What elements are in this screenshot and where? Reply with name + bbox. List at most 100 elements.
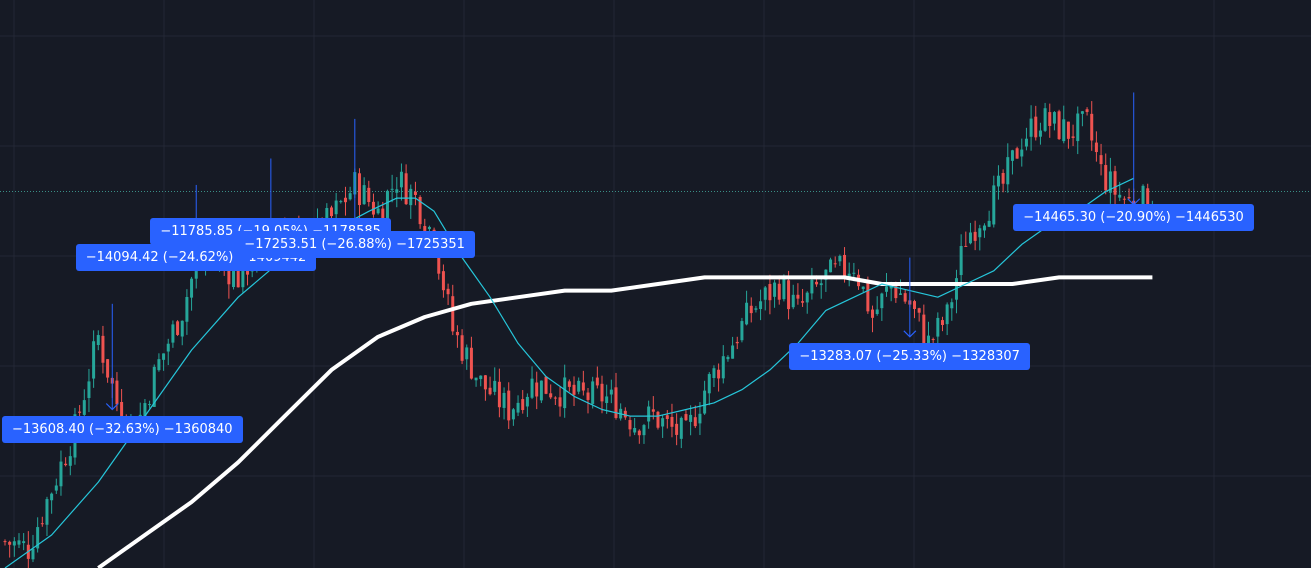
candle-body	[162, 353, 166, 360]
candle-body	[968, 232, 972, 244]
candle-body	[978, 228, 982, 238]
candle-body	[143, 403, 147, 419]
candle-body	[92, 341, 96, 379]
candle-body	[1029, 118, 1033, 137]
candle-body	[404, 173, 408, 205]
candle-body	[773, 282, 777, 297]
candle-body	[1071, 136, 1075, 138]
candle-body	[78, 411, 82, 413]
candle-body	[721, 356, 725, 379]
candle-body	[693, 417, 697, 427]
candle-body	[1108, 171, 1112, 193]
candle-body	[572, 384, 576, 395]
candle-body	[600, 383, 604, 402]
candle-body	[1048, 112, 1052, 126]
candle-body	[59, 461, 63, 487]
candle-body	[54, 485, 58, 491]
candle-body	[521, 399, 525, 411]
candle-body	[656, 411, 660, 428]
candle-body	[36, 527, 40, 549]
candle-body	[903, 293, 907, 302]
candle-body	[801, 301, 805, 303]
candle-body	[409, 188, 413, 206]
drawdown-label[interactable]: −17253.51 (−26.88%) −1725351	[234, 230, 475, 258]
candle-body	[712, 368, 716, 379]
candle-body	[12, 541, 16, 546]
candle-body	[754, 308, 758, 310]
candle-body	[479, 375, 483, 380]
drawdown-label[interactable]: −14465.30 (−20.90%) −1446530	[1013, 204, 1254, 232]
candle-body	[157, 359, 161, 371]
drawdown-label[interactable]: −13283.07 (−25.33%) −1328307	[789, 343, 1030, 371]
candle-body	[810, 279, 814, 294]
candle-body	[530, 378, 534, 398]
candle-body	[768, 284, 772, 301]
candle-body	[1006, 157, 1010, 185]
candle-body	[843, 254, 847, 276]
candle-body	[829, 259, 833, 273]
candle-body	[959, 246, 963, 276]
candle-body	[423, 226, 427, 233]
candle-body	[1099, 155, 1103, 165]
candle-body	[899, 293, 903, 295]
candle-body	[1010, 150, 1014, 161]
candle-body	[120, 402, 124, 422]
candle-body	[605, 396, 609, 404]
candle-body	[973, 231, 977, 241]
candle-body	[661, 418, 665, 427]
candle-body	[782, 278, 786, 300]
candle-body	[726, 356, 730, 360]
candle-body	[614, 387, 618, 418]
candle-body	[362, 185, 366, 205]
candle-body	[483, 375, 487, 390]
candle-body	[418, 196, 422, 225]
candle-body	[101, 335, 105, 363]
candle-body	[474, 377, 478, 381]
candle-body	[96, 335, 100, 346]
candle-body	[339, 201, 343, 203]
candle-body	[1020, 149, 1024, 157]
candle-body	[684, 414, 688, 421]
candle-body	[861, 286, 865, 289]
candle-body	[1094, 142, 1098, 153]
candles	[3, 101, 1154, 568]
candle-body	[376, 208, 380, 214]
candle-body	[87, 381, 91, 398]
candle-body	[647, 406, 651, 422]
candle-body	[553, 397, 557, 399]
candle-body	[1057, 111, 1061, 140]
candle-body	[945, 304, 949, 325]
candle-body	[1066, 121, 1070, 139]
candle-body	[180, 320, 184, 337]
candle-body	[1104, 165, 1108, 191]
candle-body	[880, 293, 884, 309]
candle-body	[8, 541, 12, 545]
candle-body	[1141, 185, 1145, 221]
candle-body	[1146, 188, 1150, 213]
candle-body	[40, 523, 44, 525]
candle-body	[735, 341, 739, 344]
candle-body	[1043, 108, 1047, 131]
candle-body	[707, 374, 711, 394]
candle-body	[675, 423, 679, 435]
drawdown-label[interactable]: −13608.40 (−32.63%) −1360840	[2, 415, 243, 443]
candle-body	[866, 283, 870, 312]
candle-body	[1113, 171, 1117, 195]
candle-body	[633, 427, 637, 433]
candle-body	[992, 185, 996, 225]
candle-body	[493, 380, 497, 392]
candle-body	[609, 389, 613, 395]
candle-body	[455, 331, 459, 336]
candle-body	[507, 390, 511, 421]
candle-body	[670, 416, 674, 427]
candle-body	[539, 380, 543, 401]
candle-body	[763, 287, 767, 300]
candle-body	[334, 200, 338, 215]
candle-body	[689, 414, 693, 422]
candle-body	[931, 339, 935, 341]
candle-body	[628, 420, 632, 430]
candle-body	[115, 380, 119, 405]
candle-body	[563, 377, 567, 409]
